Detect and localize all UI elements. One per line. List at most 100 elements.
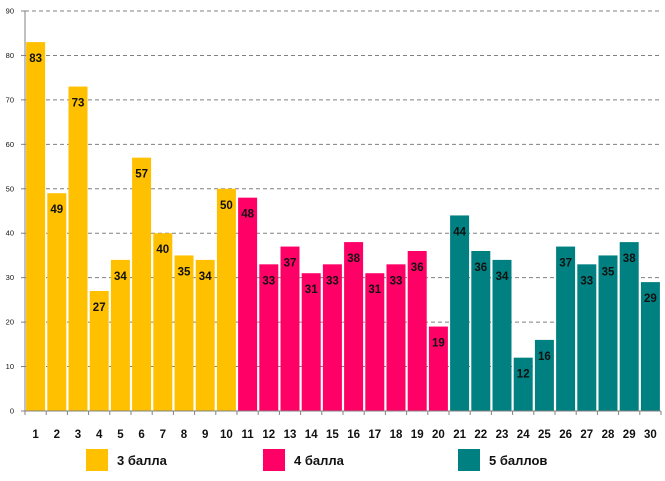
x-tick-label-18: 18 [390,429,403,441]
x-tick-label-7: 7 [160,429,166,441]
data-label-3: 73 [72,98,85,110]
x-tick-label-5: 5 [117,429,124,441]
bar-9 [195,259,215,411]
x-tick-label-22: 22 [474,429,487,441]
data-label-19: 36 [411,262,424,274]
bar-25 [534,339,554,411]
x-tick-label-24: 24 [517,429,530,441]
x-tick-label-6: 6 [138,429,144,441]
legend-label-4-balla: 4 балла [294,452,344,468]
data-label-8: 35 [178,266,191,278]
data-label-29: 38 [623,253,636,265]
y-tick-label-60: 60 [6,140,14,149]
data-label-21: 44 [453,226,466,238]
x-tick-label-26: 26 [559,429,572,441]
x-tick-label-27: 27 [580,429,593,441]
x-tick-label-25: 25 [538,429,551,441]
bar-21 [450,215,470,411]
x-tick-label-11: 11 [242,429,255,441]
data-label-4: 27 [93,302,106,314]
y-tick-label-10: 10 [6,362,14,371]
data-label-9: 34 [199,271,212,283]
data-label-22: 36 [474,262,487,274]
bars [26,42,660,412]
legend-label-5-ballov: 5 баллов [489,452,548,468]
legend-item-3-balla: 3 балла [86,448,167,472]
bar-20 [428,326,448,411]
x-tick-label-8: 8 [181,429,188,441]
y-tick-label-20: 20 [6,318,14,327]
bar-27 [577,264,597,411]
data-label-15: 33 [326,275,339,287]
bar-18 [386,264,406,411]
bar-15 [322,264,342,411]
x-tick-label-14: 14 [305,429,318,441]
bar-7 [153,233,173,411]
bar-4 [89,291,109,411]
data-label-6: 57 [135,169,148,181]
bar-28 [598,255,618,411]
legend-swatch-5-ballov [458,449,480,471]
bar-12 [259,264,279,411]
x-tick-label-28: 28 [602,429,615,441]
x-tick-label-10: 10 [220,429,233,441]
y-tick-label-80: 80 [6,51,14,60]
legend-label-3-balla: 3 балла [117,452,167,468]
data-labels: 83 49 73 27 34 57 40 35 34 50 48 33 37 31 33 38 31 33 36 19… [29,53,657,381]
x-tick-label-15: 15 [326,429,339,441]
data-label-10: 50 [220,200,233,212]
bar-3 [68,86,88,411]
x-tick-label-29: 29 [623,429,636,441]
bar-5 [110,259,130,411]
bar-11 [238,197,258,411]
data-label-28: 35 [602,266,615,278]
x-tick-label-21: 21 [453,429,466,441]
legend-item-5-ballov: 5 баллов [458,448,547,472]
x-tick-label-1: 1 [32,429,39,441]
bar-16 [344,242,364,411]
bar-24 [513,357,533,411]
data-label-13: 37 [284,258,297,270]
data-label-16: 38 [347,253,360,265]
data-label-11: 48 [241,209,254,221]
bar-10 [216,188,236,411]
bar-17 [365,273,385,411]
data-label-17: 31 [368,284,381,296]
y-tick-label-40: 40 [6,229,14,238]
x-tick-label-20: 20 [432,429,445,441]
legend: 3 балла 4 балла 5 баллов [0,448,665,476]
y-tick-label-30: 30 [6,273,14,282]
axes [21,10,662,415]
bar-22 [471,251,491,411]
y-tick-label-50: 50 [6,184,14,193]
x-tick-labels: 1 2 3 4 5 6 7 8 9 10 11 12 13 14 15 16 17 18 19 20 21 22 23 24 2… [32,429,656,441]
y-tick-label-70: 70 [6,95,14,104]
gridlines [25,10,661,368]
data-label-20: 19 [432,338,445,350]
data-label-1: 83 [29,53,42,65]
data-label-2: 49 [50,204,63,216]
x-tick-label-30: 30 [644,429,657,441]
x-tick-label-17: 17 [368,429,381,441]
legend-swatch-4-balla [263,449,285,471]
bar-14 [301,273,321,411]
y-tick-label-90: 90 [6,7,14,16]
bar-23 [492,259,512,411]
y-tick-label-0: 0 [10,407,14,416]
x-tick-label-12: 12 [262,429,275,441]
data-label-14: 31 [305,284,318,296]
data-label-7: 40 [156,244,169,256]
bar-6 [132,157,152,411]
bar-30 [640,282,660,411]
x-tick-label-4: 4 [96,429,103,441]
bar-19 [407,251,427,411]
bar-26 [556,246,576,411]
x-tick-label-23: 23 [496,429,509,441]
data-label-12: 33 [262,275,275,287]
x-tick-label-13: 13 [284,429,297,441]
bar-1 [26,42,46,412]
x-tick-label-9: 9 [202,429,208,441]
data-label-26: 37 [559,258,572,270]
